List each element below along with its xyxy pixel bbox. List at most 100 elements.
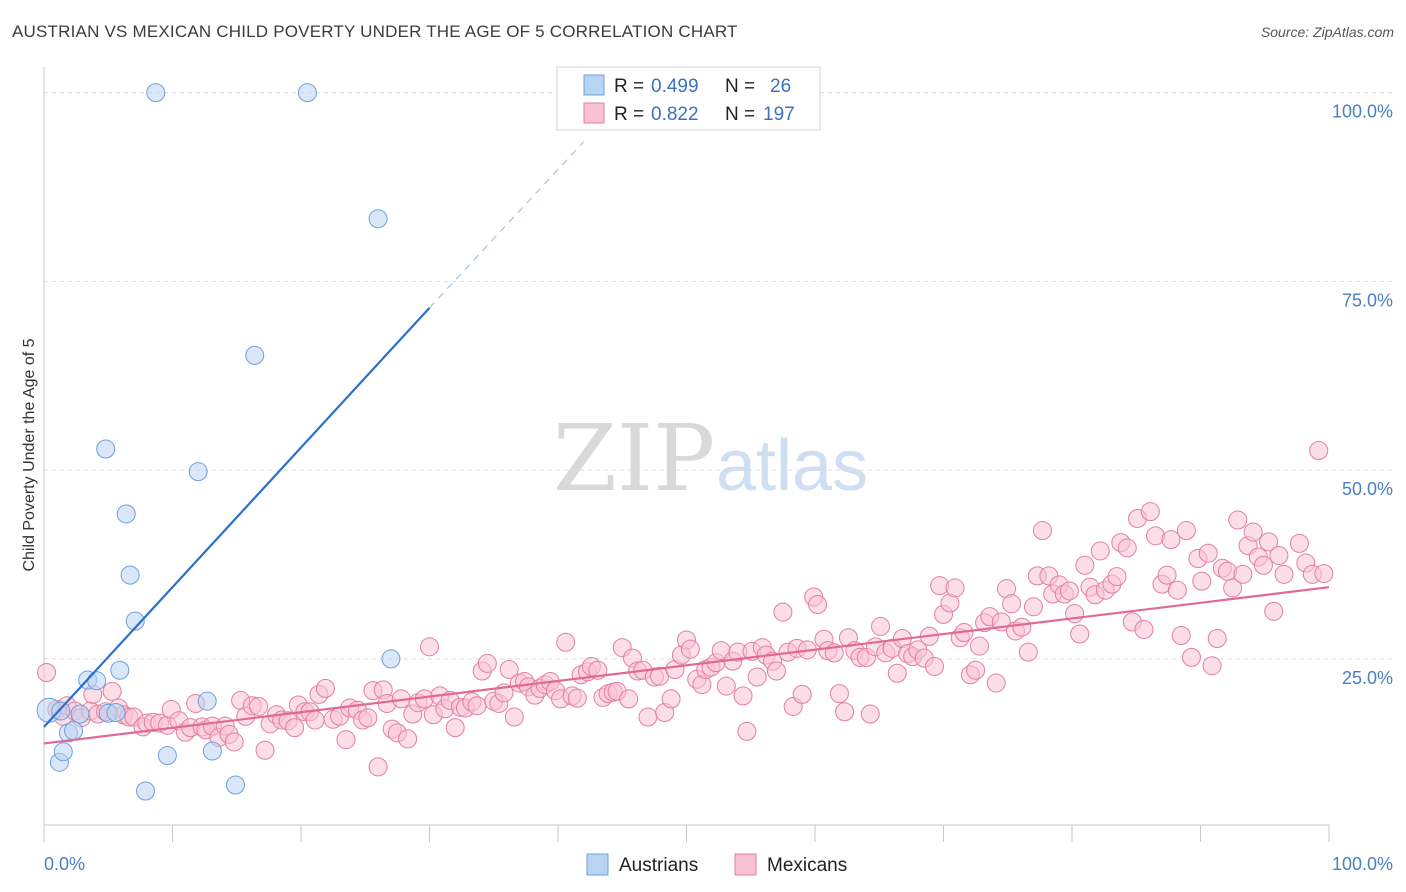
mexicans-point: [716, 676, 736, 696]
austrians-point: [120, 565, 140, 585]
austrians-points: [36, 83, 401, 801]
axes: [43, 67, 1330, 842]
mexicans-point: [255, 740, 275, 760]
mexicans-point: [1223, 578, 1243, 598]
austrians-point: [96, 439, 116, 459]
mexicans-point: [358, 708, 378, 728]
austrians-point: [245, 345, 265, 365]
legend-swatch-austrians: [583, 74, 605, 96]
mexicans-point: [556, 632, 576, 652]
mexicans-point: [467, 696, 487, 716]
mexicans-point: [567, 688, 587, 708]
mexicans-point: [477, 653, 497, 673]
mexicans-point: [499, 659, 519, 679]
mexicans-point: [945, 578, 965, 598]
mexicans-point: [1233, 564, 1253, 584]
mexicans-point: [1171, 625, 1191, 645]
mexicans-trend-line: [43, 586, 1330, 745]
mexicans-point: [1140, 502, 1160, 522]
legend-n-label-austrians: N =: [725, 76, 755, 97]
mexicans-point: [315, 678, 335, 698]
austrians-point: [116, 504, 136, 524]
mexicans-point: [1228, 510, 1248, 530]
mexicans-point: [969, 636, 989, 656]
legend-n-value-austrians: 26: [770, 76, 791, 97]
mexicans-point: [1023, 597, 1043, 617]
mexicans-point: [1314, 564, 1334, 584]
mexicans-point: [835, 702, 855, 722]
mexicans-point: [1018, 642, 1038, 662]
legend-r-label-austrians: R =: [614, 76, 644, 97]
mexicans-point: [1117, 538, 1137, 558]
mexicans-point: [1192, 571, 1212, 591]
mexicans-point: [224, 732, 244, 752]
mexicans-point: [1207, 629, 1227, 649]
y-tick-label-3: 100.0%: [1332, 102, 1393, 122]
mexicans-point: [1075, 555, 1095, 575]
mexicans-point: [1070, 624, 1090, 644]
mexicans-point: [249, 696, 269, 716]
y-tick-labels: 25.0% 50.0% 75.0% 100.0%: [1332, 102, 1393, 688]
mexicans-point: [871, 616, 891, 636]
mexicans-point: [305, 710, 325, 730]
mexicans-point: [102, 681, 122, 701]
mexicans-point: [336, 730, 356, 750]
austrians-point: [64, 721, 84, 741]
austrians-point: [297, 83, 317, 103]
austrians-trend-line: [43, 307, 431, 728]
legend: R = 0.499 N = 26 R = 0.822 N = 197: [556, 66, 821, 131]
mexicans-point: [1157, 565, 1177, 585]
mexicans-point: [661, 689, 681, 709]
austrians-point: [381, 649, 401, 669]
mexicans-point: [619, 689, 639, 709]
mexicans-point: [986, 673, 1006, 693]
mexicans-point: [638, 707, 658, 727]
chart-title: AUSTRIAN VS MEXICAN CHILD POVERTY UNDER …: [12, 22, 738, 41]
y-axis-title: Child Poverty Under the Age of 5: [21, 338, 38, 571]
mexicans-point: [504, 707, 524, 727]
mexicans-point: [420, 637, 439, 657]
austrians-point: [146, 83, 166, 103]
legend-n-value-mexicans: 197: [763, 104, 795, 125]
mexicans-point: [1002, 594, 1022, 614]
mexicans-point: [1182, 647, 1202, 667]
austrians-point: [53, 742, 73, 762]
austrians-point: [202, 741, 222, 761]
mexicans-point: [398, 729, 418, 749]
mexicans-point: [808, 595, 828, 615]
mexicans-point: [285, 718, 305, 738]
mexicans-point: [1032, 521, 1052, 541]
mexicans-point: [1161, 530, 1181, 550]
austrians-point: [157, 746, 177, 766]
austrians-trend-extension: [429, 141, 585, 309]
trend-lines: [43, 141, 1330, 745]
bottom-legend-label-austrians: Austrians: [619, 855, 698, 876]
legend-swatch-mexicans: [583, 102, 605, 124]
mexicans-point: [1243, 522, 1263, 542]
mexicans-point: [368, 757, 388, 777]
mexicans-point: [680, 639, 700, 659]
mexicans-point: [1176, 521, 1196, 541]
mexicans-point: [737, 721, 757, 741]
mexicans-point: [966, 660, 986, 680]
legend-r-value-mexicans: 0.822: [651, 104, 699, 125]
mexicans-point: [1198, 543, 1218, 563]
x-tick-label-max: 100.0%: [1332, 854, 1393, 874]
austrians-point: [125, 611, 145, 631]
mexicans-point: [1059, 581, 1079, 601]
y-tick-label-1: 50.0%: [1342, 479, 1393, 499]
mexicans-point: [1167, 580, 1187, 600]
watermark: ZIP atlas: [553, 405, 868, 512]
austrians-point: [51, 701, 71, 721]
mexicans-point: [1134, 619, 1154, 639]
mexicans-point: [1289, 533, 1309, 553]
x-tick-labels: 0.0% 100.0%: [44, 854, 1393, 874]
mexicans-point: [1107, 567, 1127, 587]
bottom-legend-swatch-austrians: [586, 853, 609, 876]
mexicans-point: [1202, 656, 1222, 676]
watermark-zip: ZIP: [553, 405, 715, 512]
bottom-legend-label-mexicans: Mexicans: [767, 855, 847, 876]
austrians-point: [70, 704, 90, 724]
y-tick-label-2: 75.0%: [1342, 290, 1393, 310]
